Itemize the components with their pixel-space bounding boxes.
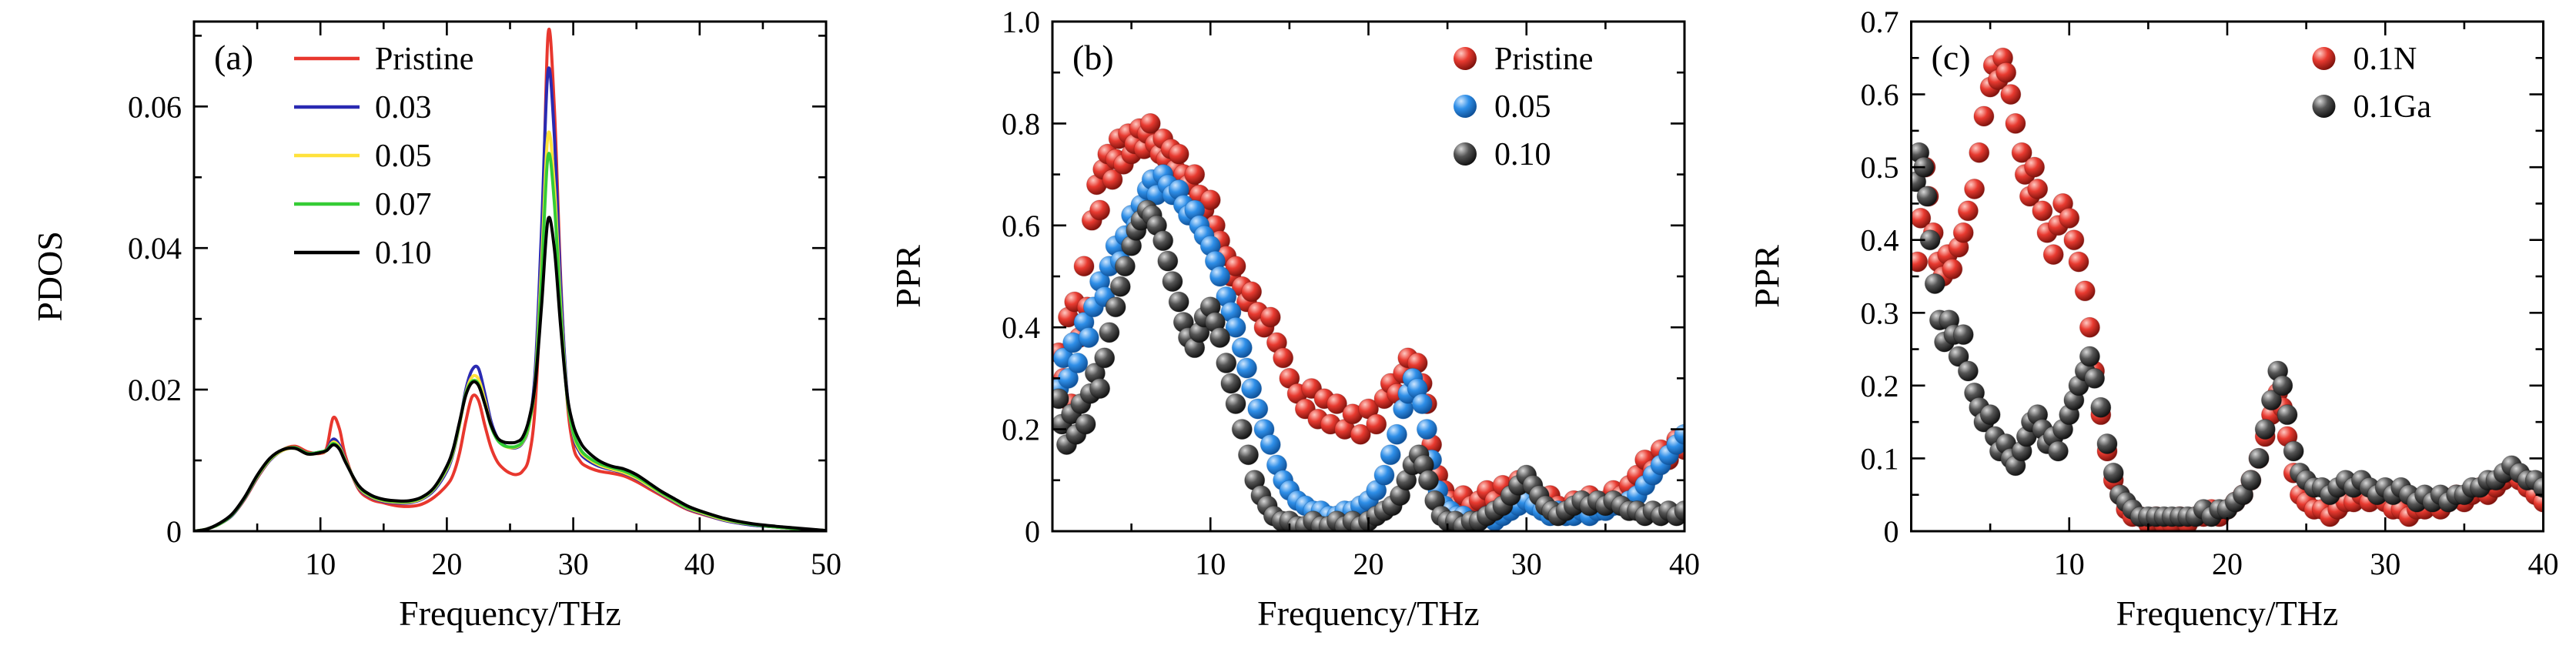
svg-text:0: 0: [166, 514, 182, 549]
svg-text:(a): (a): [214, 38, 253, 77]
svg-text:30: 30: [558, 547, 589, 581]
svg-text:0.10: 0.10: [375, 236, 432, 271]
svg-text:PPR: PPR: [1748, 245, 1787, 308]
svg-text:10: 10: [2054, 547, 2085, 581]
svg-text:40: 40: [1669, 547, 1700, 581]
svg-text:0: 0: [1884, 514, 1899, 549]
svg-text:0.7: 0.7: [1861, 5, 1899, 39]
svg-text:20: 20: [2212, 547, 2243, 581]
svg-text:20: 20: [431, 547, 462, 581]
svg-text:0.05: 0.05: [1494, 89, 1551, 125]
svg-text:0.07: 0.07: [375, 187, 432, 222]
svg-text:10: 10: [305, 547, 336, 581]
svg-text:0.2: 0.2: [1002, 413, 1040, 447]
svg-text:Frequency/THz: Frequency/THz: [2116, 594, 2339, 633]
svg-text:0.4: 0.4: [1861, 223, 1899, 258]
svg-text:PDOS: PDOS: [30, 231, 69, 322]
svg-text:Frequency/THz: Frequency/THz: [399, 594, 621, 633]
svg-text:30: 30: [1511, 547, 1542, 581]
svg-text:0.04: 0.04: [128, 231, 182, 266]
svg-text:40: 40: [2528, 547, 2559, 581]
panel-a: 10 20 30 40 50 0 0.02 0.04 0.06 Frequency/THz PDOS…: [0, 0, 858, 659]
svg-text:PPR: PPR: [888, 245, 928, 308]
svg-text:50: 50: [811, 547, 841, 581]
svg-text:(c): (c): [1932, 38, 1971, 77]
panel-c-chart: 10 20 30 40 0 0.1 0.2 0.3 0.4 0.5 0.6 0.7 Frequency/…: [1748, 5, 2559, 633]
panel-c: 10 20 30 40 0 0.1 0.2 0.3 0.4 0.5 0.6 0.7 Frequency/…: [1717, 0, 2576, 659]
svg-text:0.6: 0.6: [1002, 209, 1040, 243]
panel-b-chart: 10 20 30 40 0 0.2 0.4 0.6 0.8 1.0 Frequency/THz PPR…: [888, 5, 1700, 633]
svg-text:40: 40: [684, 547, 715, 581]
panel-a-chart: 10 20 30 40 50 0 0.02 0.04 0.06 Frequency/THz PDOS…: [30, 20, 841, 633]
svg-text:0.1N: 0.1N: [2354, 42, 2417, 77]
svg-text:0.5: 0.5: [1861, 150, 1899, 185]
svg-text:0.4: 0.4: [1002, 310, 1040, 345]
svg-text:0.8: 0.8: [1002, 106, 1040, 141]
panel-b: 10 20 30 40 0 0.2 0.4 0.6 0.8 1.0 Frequency/THz PPR…: [858, 0, 1717, 659]
svg-text:1.0: 1.0: [1002, 5, 1040, 39]
svg-text:30: 30: [2370, 547, 2400, 581]
svg-text:0.1Ga: 0.1Ga: [2354, 89, 2432, 125]
svg-text:0: 0: [1025, 514, 1040, 549]
svg-text:0.2: 0.2: [1861, 369, 1899, 403]
svg-text:0.3: 0.3: [1861, 296, 1899, 330]
svg-text:(b): (b): [1072, 38, 1114, 77]
svg-text:0.03: 0.03: [375, 90, 432, 125]
svg-text:0.6: 0.6: [1861, 78, 1899, 112]
svg-text:0.06: 0.06: [128, 89, 182, 124]
svg-text:Pristine: Pristine: [375, 42, 473, 77]
svg-text:0.1: 0.1: [1861, 441, 1899, 476]
svg-text:0.02: 0.02: [128, 373, 182, 407]
svg-text:10: 10: [1195, 547, 1226, 581]
svg-text:0.10: 0.10: [1494, 137, 1551, 172]
svg-text:0.05: 0.05: [375, 139, 432, 174]
svg-text:Frequency/THz: Frequency/THz: [1257, 594, 1480, 633]
svg-text:20: 20: [1353, 547, 1384, 581]
svg-text:Pristine: Pristine: [1494, 42, 1593, 77]
